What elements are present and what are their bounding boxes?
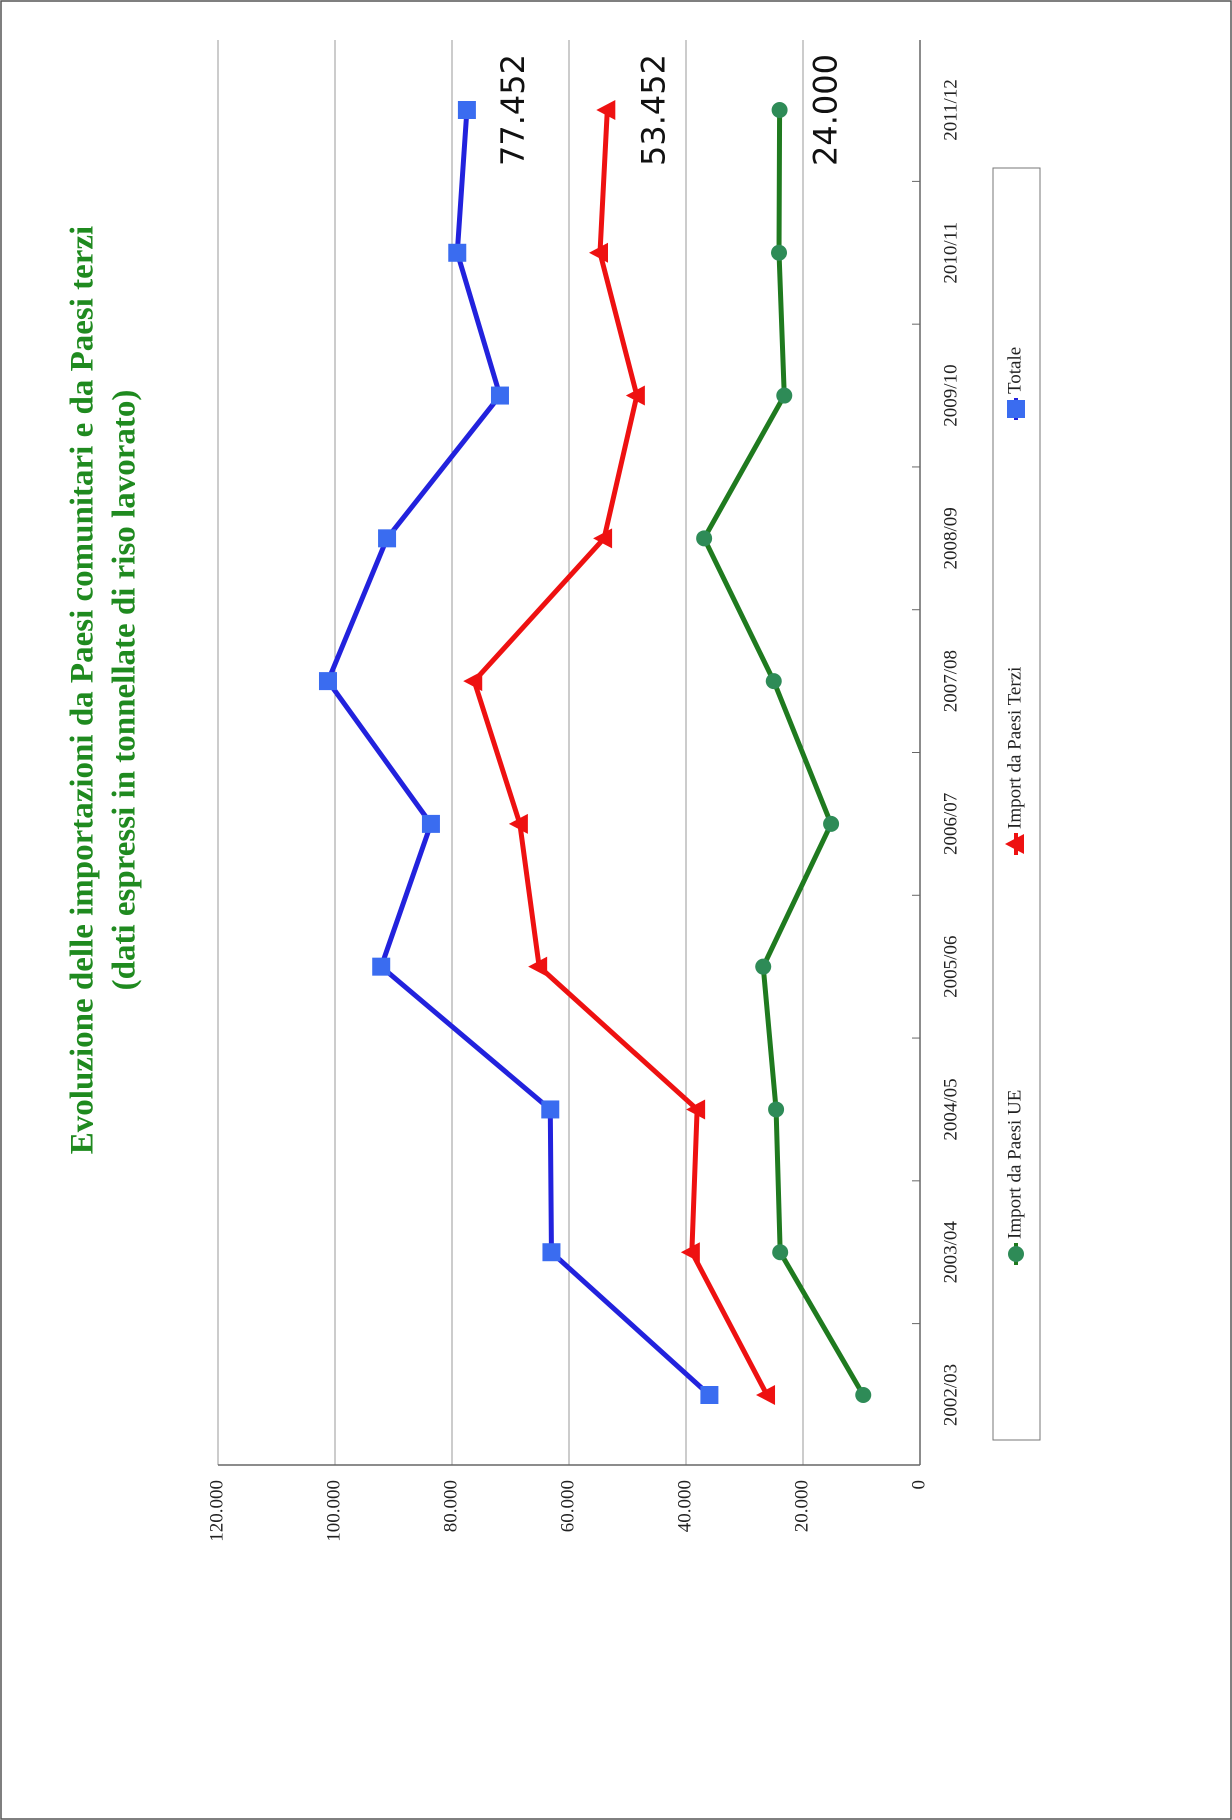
data-point bbox=[768, 1101, 785, 1118]
legend-box bbox=[992, 167, 1041, 1441]
data-point bbox=[765, 673, 782, 690]
x-tick-label: 2005/06 bbox=[940, 936, 961, 998]
data-point bbox=[463, 671, 483, 692]
data-point bbox=[755, 958, 772, 975]
y-tick-label: 20.000 bbox=[791, 1480, 812, 1532]
x-tick-label: 2010/11 bbox=[940, 222, 961, 284]
legend-label: Totale bbox=[1004, 347, 1025, 394]
legend-marker bbox=[1005, 834, 1024, 854]
data-label: 53.452 bbox=[634, 54, 672, 166]
data-point bbox=[457, 101, 476, 119]
x-tick-label: 2006/07 bbox=[940, 793, 961, 855]
data-label: 24.000 bbox=[807, 54, 845, 166]
data-point bbox=[771, 102, 788, 118]
data-point bbox=[686, 1099, 706, 1120]
x-tick-label: 2004/05 bbox=[940, 1078, 961, 1140]
data-point bbox=[528, 956, 548, 977]
data-point bbox=[490, 386, 509, 405]
y-tick-label: 40.000 bbox=[674, 1480, 695, 1532]
data-point bbox=[589, 242, 609, 263]
data-point bbox=[378, 529, 397, 548]
data-point bbox=[823, 815, 840, 832]
data-point bbox=[421, 814, 440, 833]
data-point bbox=[372, 957, 391, 976]
rotated-chart: Evoluzione delle importazioni da Paesi c… bbox=[65, 40, 1041, 1542]
chart-title: Evoluzione delle importazioni da Paesi c… bbox=[65, 226, 101, 1154]
data-point bbox=[700, 1386, 719, 1404]
y-tick-label: 80.000 bbox=[440, 1480, 461, 1532]
y-tick-label: 60.000 bbox=[557, 1480, 578, 1532]
legend-label: Import da Paesi Terzi bbox=[1004, 667, 1025, 829]
x-tick-label: 2008/09 bbox=[940, 507, 961, 569]
data-point bbox=[541, 1100, 560, 1119]
data-point bbox=[680, 1242, 700, 1263]
legend-label: Import da Paesi UE bbox=[1004, 1090, 1025, 1239]
y-tick-label: 100.000 bbox=[323, 1480, 344, 1542]
data-point bbox=[756, 1385, 776, 1405]
data-label: 77.452 bbox=[494, 54, 532, 166]
series-line bbox=[325, 109, 712, 1397]
data-point bbox=[696, 530, 713, 547]
data-point bbox=[508, 813, 528, 834]
data-point bbox=[542, 1243, 561, 1262]
x-tick-label: 2003/04 bbox=[940, 1221, 961, 1284]
data-point bbox=[771, 244, 788, 261]
data-point bbox=[448, 243, 467, 262]
x-tick-label: 2009/10 bbox=[940, 364, 961, 426]
y-tick-label: 0 bbox=[908, 1480, 929, 1490]
data-point bbox=[772, 1244, 789, 1261]
legend: Import da Paesi UE Import da Paesi Terzi T… bbox=[992, 167, 1041, 1441]
data-point bbox=[855, 1387, 872, 1403]
data-point bbox=[593, 528, 613, 549]
y-tick-label: 120.000 bbox=[206, 1480, 227, 1542]
series-line bbox=[701, 109, 866, 1397]
data-point bbox=[596, 100, 616, 120]
x-tick-label: 2011/12 bbox=[940, 79, 961, 141]
data-point bbox=[318, 672, 337, 691]
legend-marker bbox=[1007, 400, 1025, 418]
legend-marker bbox=[1008, 1246, 1024, 1262]
data-point bbox=[625, 385, 645, 406]
x-tick-label: 2007/08 bbox=[940, 650, 961, 712]
data-point bbox=[776, 387, 793, 404]
series-line bbox=[471, 109, 770, 1397]
chart-subtitle: (dati espressi in tonnellate di riso lav… bbox=[107, 390, 143, 991]
x-tick-label: 2002/03 bbox=[940, 1364, 961, 1426]
